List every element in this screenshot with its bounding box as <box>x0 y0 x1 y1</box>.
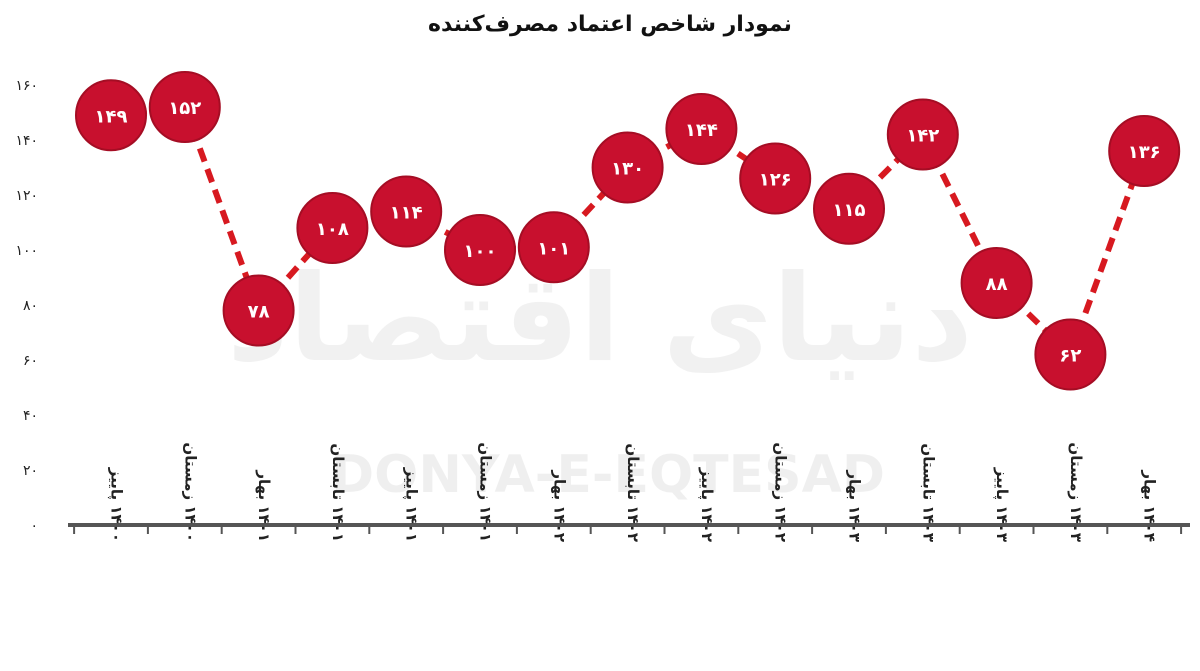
x-tick-label: ۱۴۰۲ بهار <box>550 469 568 542</box>
data-label: ۱۰۱ <box>537 238 570 259</box>
x-tick-label: ۱۴۰۰ پاییز <box>107 467 126 542</box>
y-tick-label: ۴۰ <box>23 408 38 424</box>
x-tick-label: ۱۴۰۳ تابستان <box>919 443 937 542</box>
x-tick-label: ۱۴۰۳ زمستان <box>1067 442 1085 542</box>
y-tick-label: ۸۰ <box>23 298 38 314</box>
y-tick-label: ۱۲۰ <box>15 188 38 204</box>
data-point <box>370 175 443 248</box>
data-label: ۱۴۴ <box>685 120 718 141</box>
watermark: دنیای اقتصاد DONYA-E-EQTESAD <box>227 250 973 505</box>
y-tick-label: ۱۰۰ <box>15 243 38 259</box>
data-label: ۱۲۶ <box>759 170 792 191</box>
series-segment <box>181 105 262 312</box>
data-point <box>517 211 590 284</box>
data-label: ۶۲ <box>1059 346 1081 367</box>
data-label: ۷۸ <box>248 302 270 323</box>
x-tick-label: ۱۴۰۱ تابستان <box>329 443 347 542</box>
x-tick-label: ۱۴۰۱ زمستان <box>477 442 495 542</box>
data-point <box>296 192 369 264</box>
data-point <box>1034 318 1107 391</box>
data-point <box>148 71 221 143</box>
x-tick-label: ۱۴۰۳ بهار <box>846 469 864 542</box>
watermark-latin: DONYA-E-EQTESAD <box>331 445 885 505</box>
x-axis: ۱۴۰۰ پاییز ۱۴۰۰ زمستان ۱۴۰۱ بهار ۱۴۰۱ تابست… <box>68 442 1190 542</box>
x-tick-label: ۱۴۰۳ پاییز <box>992 467 1011 542</box>
data-label: ۱۱۴ <box>390 203 423 224</box>
y-tick-label: ۰ <box>30 518 38 534</box>
series-segment <box>846 132 925 211</box>
data-label: ۱۵۲ <box>168 98 201 119</box>
y-tick-label: ۱۶۰ <box>15 78 38 94</box>
data-point <box>75 79 147 152</box>
data-label: ۱۱۵ <box>833 200 866 221</box>
data-point <box>444 214 516 286</box>
x-tick-label: ۱۴۰۴ بهار <box>1141 469 1159 542</box>
data-label: ۱۳۶ <box>1128 142 1161 163</box>
data-label: ۸۸ <box>986 274 1008 295</box>
y-axis: ۰ ۲۰ ۴۰ ۶۰ ۸۰ ۱۰۰ ۱۲۰ ۱۴۰ ۱۶۰ <box>15 78 38 534</box>
y-tick-label: ۶۰ <box>23 353 38 369</box>
data-point <box>1108 115 1181 187</box>
data-point <box>739 142 812 215</box>
chart-title: نمودار شاخص اعتماد مصرف‌کننده <box>428 12 792 37</box>
watermark-persian: دنیای اقتصاد <box>227 250 973 389</box>
data-label: ۱۳۰ <box>611 159 644 180</box>
data-point <box>665 93 738 165</box>
x-tick-label: ۱۴۰۱ پاییز <box>402 467 421 542</box>
data-point <box>960 247 1033 319</box>
data-label: ۱۰۰ <box>464 241 497 262</box>
y-tick-label: ۱۴۰ <box>15 133 38 149</box>
x-tick-label: ۱۴۰۲ پاییز <box>697 467 716 542</box>
series-segment <box>1067 149 1148 356</box>
data-label: ۱۴۲ <box>906 126 939 147</box>
x-tick-label: ۱۴۰۲ زمستان <box>772 442 790 542</box>
data-point <box>813 172 885 245</box>
data-point <box>222 274 295 347</box>
data-label: ۱۴۹ <box>95 106 128 127</box>
y-tick-label: ۲۰ <box>23 463 38 479</box>
data-markers: ۱۴۹ ۱۵۲ ۷۸ ۱۰۸ ۱۱۴ ۱۰۰ ۱۰۱ ۱۳۰ ۱۴۴ ۱۲۶ ۱۱۵ ۱۴۲ ۸۸ ۶۲ ۱… <box>75 71 1181 391</box>
data-point <box>886 98 959 171</box>
x-tick-label: ۱۴۰۲ تابستان <box>624 443 642 542</box>
data-point <box>591 131 664 204</box>
x-tick-label: ۱۴۰۰ زمستان <box>181 442 199 542</box>
series-segment <box>994 280 1073 357</box>
data-label: ۱۰۸ <box>316 219 349 240</box>
x-tick-label: ۱۴۰۱ بهار <box>255 469 273 542</box>
